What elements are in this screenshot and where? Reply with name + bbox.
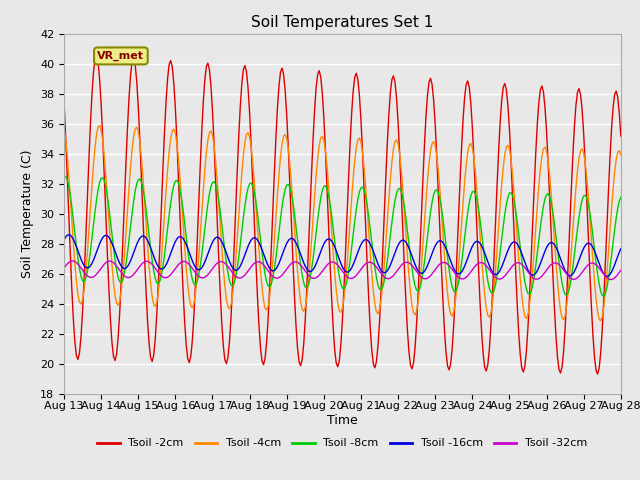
Tsoil -4cm	[597, 318, 605, 324]
Tsoil -16cm	[165, 255, 173, 261]
Tsoil -32cm	[165, 273, 173, 279]
Tsoil -8cm	[77, 274, 85, 279]
Tsoil -16cm	[379, 269, 387, 275]
Tsoil -2cm	[617, 133, 625, 139]
Tsoil -2cm	[594, 371, 602, 377]
Tsoil -8cm	[550, 219, 558, 225]
Line: Tsoil -2cm: Tsoil -2cm	[64, 55, 621, 374]
Tsoil -32cm	[397, 263, 405, 268]
Tsoil -16cm	[60, 237, 68, 243]
Tsoil -4cm	[76, 299, 83, 305]
Tsoil -4cm	[60, 125, 68, 131]
Tsoil -8cm	[61, 173, 69, 179]
Tsoil -2cm	[379, 252, 387, 258]
Tsoil -2cm	[60, 98, 68, 104]
Tsoil -2cm	[550, 302, 558, 308]
Tsoil -16cm	[65, 232, 72, 238]
Tsoil -32cm	[550, 260, 558, 266]
Tsoil -4cm	[550, 235, 558, 241]
Line: Tsoil -32cm: Tsoil -32cm	[64, 261, 621, 279]
Title: Soil Temperatures Set 1: Soil Temperatures Set 1	[252, 15, 433, 30]
Tsoil -32cm	[379, 273, 387, 278]
Tsoil -2cm	[165, 61, 173, 67]
Tsoil -2cm	[93, 52, 100, 58]
Tsoil -8cm	[410, 276, 417, 281]
X-axis label: Time: Time	[327, 414, 358, 427]
Tsoil -8cm	[379, 284, 387, 290]
Tsoil -32cm	[77, 265, 85, 271]
Y-axis label: Soil Temperature (C): Soil Temperature (C)	[22, 149, 35, 278]
Tsoil -8cm	[60, 174, 68, 180]
Tsoil -16cm	[397, 238, 405, 244]
Text: VR_met: VR_met	[97, 51, 145, 61]
Tsoil -4cm	[397, 166, 405, 172]
Tsoil -8cm	[600, 293, 607, 299]
Tsoil -32cm	[617, 267, 625, 273]
Tsoil -16cm	[410, 258, 417, 264]
Line: Tsoil -8cm: Tsoil -8cm	[64, 176, 621, 296]
Tsoil -32cm	[69, 258, 77, 264]
Tsoil -8cm	[617, 194, 625, 200]
Tsoil -4cm	[617, 152, 625, 157]
Tsoil -4cm	[379, 282, 387, 288]
Line: Tsoil -4cm: Tsoil -4cm	[64, 125, 621, 321]
Tsoil -2cm	[76, 350, 83, 356]
Tsoil -32cm	[60, 265, 68, 271]
Tsoil -16cm	[550, 241, 558, 247]
Tsoil -4cm	[96, 122, 104, 128]
Tsoil -8cm	[165, 212, 173, 218]
Tsoil -2cm	[397, 186, 405, 192]
Tsoil -2cm	[410, 360, 417, 366]
Line: Tsoil -16cm: Tsoil -16cm	[64, 235, 621, 276]
Tsoil -4cm	[165, 149, 173, 155]
Tsoil -4cm	[410, 310, 417, 316]
Tsoil -32cm	[608, 276, 616, 282]
Tsoil -16cm	[603, 274, 611, 279]
Tsoil -8cm	[397, 188, 405, 194]
Tsoil -32cm	[410, 264, 417, 270]
Tsoil -16cm	[77, 256, 85, 262]
Legend: Tsoil -2cm, Tsoil -4cm, Tsoil -8cm, Tsoil -16cm, Tsoil -32cm: Tsoil -2cm, Tsoil -4cm, Tsoil -8cm, Tsoi…	[93, 434, 592, 453]
Tsoil -16cm	[617, 246, 625, 252]
